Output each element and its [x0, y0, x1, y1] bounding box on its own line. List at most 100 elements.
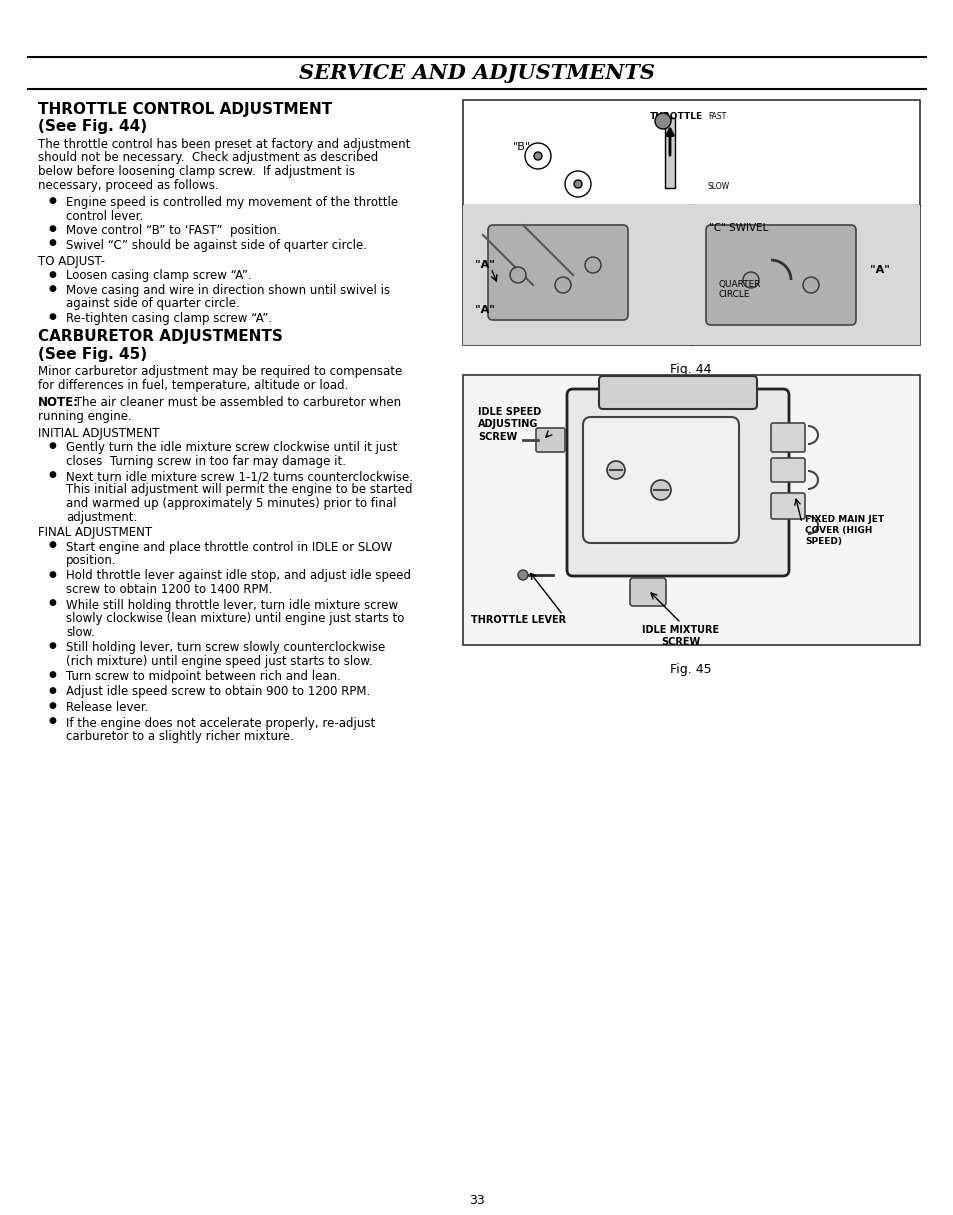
Text: "C" SWIVEL: "C" SWIVEL	[708, 224, 767, 233]
Text: ●: ●	[48, 717, 56, 725]
Text: closes  Turning screw in too far may damage it.: closes Turning screw in too far may dama…	[66, 454, 346, 468]
Bar	[462, 100, 919, 345]
Text: "B": "B"	[513, 142, 531, 152]
Text: Adjust idle speed screw to obtain 900 to 1200 RPM.: Adjust idle speed screw to obtain 900 to…	[66, 685, 370, 699]
FancyBboxPatch shape	[566, 389, 788, 576]
Circle shape	[564, 171, 590, 197]
FancyBboxPatch shape	[770, 423, 804, 452]
Text: Next turn idle mixture screw 1-1/2 turns counterclockwise.: Next turn idle mixture screw 1-1/2 turns…	[66, 470, 413, 484]
Text: ●: ●	[48, 312, 56, 321]
Text: ●: ●	[48, 642, 56, 650]
Text: NOTE:: NOTE:	[38, 396, 79, 409]
Circle shape	[655, 113, 670, 129]
Text: ●: ●	[48, 685, 56, 695]
Text: control lever.: control lever.	[66, 209, 143, 222]
Text: The throttle control has been preset at factory and adjustment: The throttle control has been preset at …	[38, 139, 410, 151]
Text: ●: ●	[48, 570, 56, 578]
Text: IDLE MIXTURE
SCREW: IDLE MIXTURE SCREW	[641, 625, 719, 648]
Text: below before loosening clamp screw.  If adjustment is: below before loosening clamp screw. If a…	[38, 165, 355, 179]
Text: Move control “B” to ‘FAST”  position.: Move control “B” to ‘FAST” position.	[66, 224, 280, 237]
Text: and warmed up (approximately 5 minutes) prior to final: and warmed up (approximately 5 minutes) …	[66, 497, 396, 510]
Text: ●: ●	[48, 284, 56, 293]
Text: ●: ●	[48, 669, 56, 679]
Text: ●: ●	[48, 701, 56, 710]
Circle shape	[534, 152, 541, 160]
Text: Start engine and place throttle control in IDLE or SLOW: Start engine and place throttle control …	[66, 541, 392, 554]
Text: (rich mixture) until engine speed just starts to slow.: (rich mixture) until engine speed just s…	[66, 655, 373, 667]
Text: Gently turn the idle mixture screw clockwise until it just: Gently turn the idle mixture screw clock…	[66, 441, 397, 454]
Circle shape	[524, 143, 551, 169]
Bar	[690, 205, 919, 345]
Text: screw to obtain 1200 to 1400 RPM.: screw to obtain 1200 to 1400 RPM.	[66, 583, 273, 597]
Text: SLOW: SLOW	[707, 182, 729, 191]
Circle shape	[517, 570, 527, 580]
Text: While still holding throttle lever, turn idle mixture screw: While still holding throttle lever, turn…	[66, 599, 397, 611]
Text: ●: ●	[48, 270, 56, 278]
Text: FAST: FAST	[707, 112, 725, 122]
Bar	[664, 118, 675, 188]
Text: carburetor to a slightly richer mixture.: carburetor to a slightly richer mixture.	[66, 730, 294, 744]
Text: adjustment.: adjustment.	[66, 510, 137, 524]
Text: INITIAL ADJUSTMENT: INITIAL ADJUSTMENT	[38, 426, 159, 440]
Text: "A": "A"	[475, 260, 495, 270]
Text: Re-tighten casing clamp screw “A”.: Re-tighten casing clamp screw “A”.	[66, 312, 272, 324]
FancyBboxPatch shape	[705, 225, 855, 324]
Text: CARBURETOR ADJUSTMENTS: CARBURETOR ADJUSTMENTS	[38, 329, 283, 345]
Text: Loosen casing clamp screw “A”.: Loosen casing clamp screw “A”.	[66, 270, 252, 283]
Text: ●: ●	[48, 238, 56, 248]
Circle shape	[510, 267, 525, 283]
Text: "A": "A"	[869, 265, 889, 275]
FancyBboxPatch shape	[598, 375, 757, 409]
Circle shape	[555, 277, 571, 293]
Text: (See Fig. 45): (See Fig. 45)	[38, 346, 147, 362]
Text: ●: ●	[48, 441, 56, 450]
Text: ●: ●	[48, 599, 56, 608]
Text: THROTTLE: THROTTLE	[649, 112, 702, 122]
Text: Release lever.: Release lever.	[66, 701, 149, 714]
Text: Swivel “C” should be against side of quarter circle.: Swivel “C” should be against side of qua…	[66, 238, 367, 252]
Text: If the engine does not accelerate properly, re-adjust: If the engine does not accelerate proper…	[66, 717, 375, 729]
Text: QUARTER
CIRCLE: QUARTER CIRCLE	[719, 279, 760, 299]
Text: should not be necessary.  Check adjustment as described: should not be necessary. Check adjustmen…	[38, 152, 377, 164]
FancyBboxPatch shape	[582, 417, 739, 543]
Circle shape	[574, 180, 581, 188]
Bar	[463, 375, 918, 644]
FancyBboxPatch shape	[770, 458, 804, 482]
Text: ●: ●	[48, 196, 56, 205]
Circle shape	[650, 480, 670, 501]
Text: Turn screw to midpoint between rich and lean.: Turn screw to midpoint between rich and …	[66, 669, 340, 683]
Text: ●: ●	[48, 470, 56, 479]
Circle shape	[802, 277, 818, 293]
Text: Minor carburetor adjustment may be required to compensate: Minor carburetor adjustment may be requi…	[38, 366, 402, 379]
Text: FIXED MAIN JET
COVER (HIGH
SPEED): FIXED MAIN JET COVER (HIGH SPEED)	[804, 515, 883, 547]
Text: Fig. 44: Fig. 44	[670, 363, 711, 375]
Text: running engine.: running engine.	[38, 409, 132, 423]
Text: THROTTLE LEVER: THROTTLE LEVER	[471, 615, 565, 625]
FancyBboxPatch shape	[536, 428, 564, 452]
Text: The air cleaner must be assembled to carburetor when: The air cleaner must be assembled to car…	[71, 396, 400, 409]
Text: Move casing and wire in direction shown until swivel is: Move casing and wire in direction shown …	[66, 284, 390, 296]
Text: Hold throttle lever against idle stop, and adjust idle speed: Hold throttle lever against idle stop, a…	[66, 570, 411, 582]
Text: ●: ●	[48, 541, 56, 549]
Text: SERVICE AND ADJUSTMENTS: SERVICE AND ADJUSTMENTS	[298, 63, 655, 83]
Text: for differences in fuel, temperature, altitude or load.: for differences in fuel, temperature, al…	[38, 379, 348, 392]
Circle shape	[584, 258, 600, 273]
FancyBboxPatch shape	[770, 493, 804, 519]
Text: slowly clockwise (lean mixture) until engine just starts to: slowly clockwise (lean mixture) until en…	[66, 612, 404, 625]
Bar	[462, 375, 919, 645]
Text: ●: ●	[48, 224, 56, 233]
FancyBboxPatch shape	[629, 578, 665, 606]
Bar	[462, 205, 690, 345]
Circle shape	[606, 460, 624, 479]
Text: "A": "A"	[475, 305, 495, 315]
Text: This initial adjustment will permit the engine to be started: This initial adjustment will permit the …	[66, 484, 412, 497]
Text: Engine speed is controlled my movement of the throttle: Engine speed is controlled my movement o…	[66, 196, 397, 209]
Text: Still holding lever, turn screw slowly counterclockwise: Still holding lever, turn screw slowly c…	[66, 642, 385, 654]
Text: position.: position.	[66, 554, 116, 567]
Text: IDLE SPEED
ADJUSTING
SCREW: IDLE SPEED ADJUSTING SCREW	[477, 407, 540, 442]
Text: necessary, proceed as follows.: necessary, proceed as follows.	[38, 179, 218, 192]
Text: THROTTLE CONTROL ADJUSTMENT: THROTTLE CONTROL ADJUSTMENT	[38, 102, 332, 117]
Text: Fig. 45: Fig. 45	[670, 663, 711, 676]
FancyBboxPatch shape	[488, 225, 627, 320]
Text: against side of quarter circle.: against side of quarter circle.	[66, 298, 239, 311]
